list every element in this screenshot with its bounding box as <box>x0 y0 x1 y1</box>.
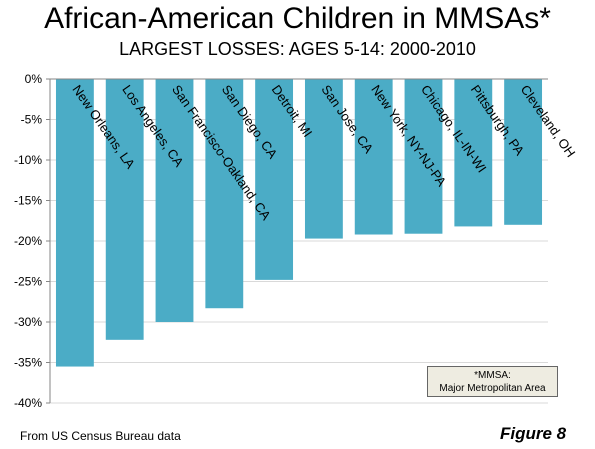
footnote-box: *MMSA: Major Metropolitan Area <box>427 366 558 397</box>
figure-label: Figure 8 <box>500 424 567 443</box>
bar <box>354 79 393 235</box>
y-tick-label: -5% <box>21 113 43 127</box>
bar <box>255 79 294 280</box>
source-note: From US Census Bureau data <box>20 429 181 443</box>
y-tick-label: -30% <box>14 315 42 329</box>
bar <box>504 79 543 225</box>
y-tick-label: -25% <box>14 275 42 289</box>
bar <box>55 79 94 367</box>
chart-title: African-American Children in MMSAs* <box>44 2 551 35</box>
chart-subtitle: LARGEST LOSSES: AGES 5-14: 2000-2010 <box>119 39 476 59</box>
footnote-line-1: *MMSA: <box>474 370 511 381</box>
y-tick-label: -15% <box>14 194 42 208</box>
bar <box>205 79 244 309</box>
y-tick-label: -20% <box>14 234 42 248</box>
bar <box>454 79 493 227</box>
y-tick-label: -40% <box>14 396 42 410</box>
y-tick-label: -35% <box>14 356 42 370</box>
bar <box>105 79 144 340</box>
bar <box>304 79 343 239</box>
footnote-line-2: Major Metropolitan Area <box>439 383 546 394</box>
y-tick-label: 0% <box>25 72 43 86</box>
y-tick-label: -10% <box>14 153 42 167</box>
bar <box>404 79 443 234</box>
bar <box>155 79 194 322</box>
